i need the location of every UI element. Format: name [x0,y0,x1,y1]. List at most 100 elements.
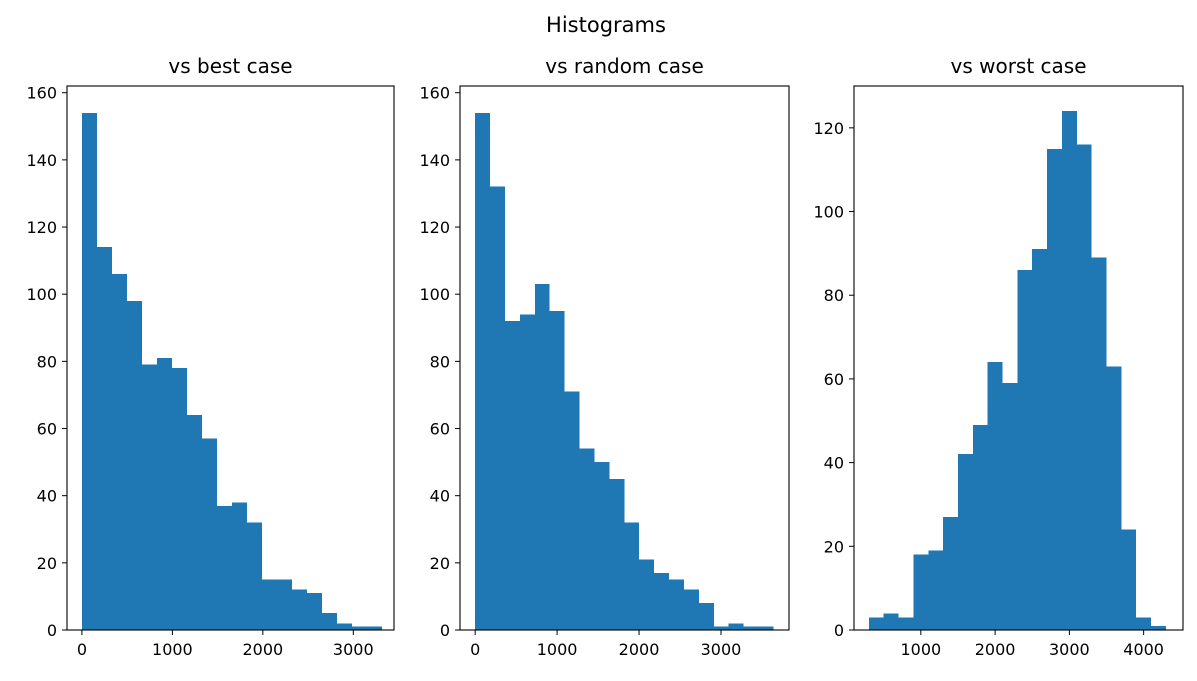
y-tick-label: 20 [824,537,844,556]
axes-frame-worst-case [853,85,1184,631]
histogram-bar [743,626,759,630]
histogram-bar [1106,366,1122,630]
y-tick-label: 60 [37,420,57,439]
x-tick-label: 1000 [537,640,578,659]
histogram-bar [1136,617,1152,630]
y-tick-label: 120 [26,218,57,237]
histogram-bar [277,579,293,630]
histogram-bar [594,462,610,630]
histogram-bar [111,274,127,630]
histogram-bar [683,589,699,630]
histogram-bar [1151,625,1166,630]
x-tick-label: 2000 [619,640,660,659]
histogram-bar [579,448,595,630]
panel-random-case: 0 1000 2000 3000 0 20 40 60 80 100 120 140 160 vs ran… [419,54,790,659]
histogram-bar [337,623,353,630]
y-tick-label: 100 [419,285,450,304]
histogram-bar [549,310,565,630]
panel-best-case: 0 1000 2000 3000 0 20 40 60 80 100 120 140 160 vs bes… [26,54,395,659]
histogram-bar [292,589,308,630]
axes-frame-best-case [66,85,395,631]
y-tick-label: 40 [430,487,450,506]
histogram-bar [957,454,973,630]
histogram-bar [1121,529,1137,630]
histogram-bar [728,623,744,630]
y-tick-label: 0 [47,621,57,640]
histogram-bar [504,321,520,630]
histogram-bar [96,247,112,630]
histogram-bar [262,579,278,630]
histogram-bar [883,613,899,630]
y-tick-label: 20 [430,554,450,573]
x-tick-label: 0 [77,640,87,659]
y-tick-label: 0 [440,621,450,640]
y-tick-label: 60 [430,420,450,439]
histogram-bar [126,300,142,630]
histogram-bar [713,626,729,630]
y-tick-label: 40 [37,487,57,506]
x-tick-label: 1000 [152,640,193,659]
panel-worst-case: 1000 2000 3000 4000 0 20 40 60 80 100 120 vs worst … [813,54,1184,659]
histogram-bar [352,626,368,630]
subplot-title-worst-case: vs worst case [950,54,1086,78]
histogram-bar [1002,383,1018,630]
y-tick-label: 140 [419,151,450,170]
histogram-bar [639,559,655,630]
histogram-bar [519,314,535,630]
histogram-bar [564,391,580,630]
subplot-title-best-case: vs best case [168,54,292,78]
y-tick-label: 80 [824,286,844,305]
histogram-bar [868,617,884,630]
histogram-bar [758,626,774,630]
histogram-bar [534,284,550,630]
histogram-bar [307,593,323,630]
histogram-bar [913,554,929,630]
axes-frame-random-case [459,85,790,631]
histogram-bar [141,364,158,630]
histogram-bar [1032,249,1048,630]
x-tick-label: 2000 [975,640,1016,659]
x-tick-label: 3000 [333,640,374,659]
histogram-bar [698,603,714,630]
y-tick-label: 80 [37,352,57,371]
x-tick-label: 0 [470,640,480,659]
y-tick-label: 20 [37,554,57,573]
histogram-bar [1061,111,1077,631]
y-tick-label: 80 [430,352,450,371]
x-tick-label: 4000 [1123,640,1164,659]
x-tick-label: 2000 [242,640,283,659]
y-tick-label: 40 [824,454,844,473]
histogram-bar [157,358,173,630]
histogram-bar [624,522,640,630]
histogram-bar [217,505,233,630]
histogram-bar [81,112,97,630]
y-tick-label: 100 [26,285,57,304]
histogram-bar [898,617,914,630]
histogram-bar [247,522,263,630]
y-tick-label: 120 [813,119,844,138]
histogram-bar [943,517,958,630]
x-tick-label: 3000 [1049,640,1090,659]
histogram-bar [609,478,625,630]
y-tick-label: 120 [419,218,450,237]
y-tick-label: 140 [26,151,57,170]
histogram-bar [972,424,988,630]
figure-title: Histograms [546,13,666,37]
histogram-bar [928,550,944,630]
histogram-bar [1076,144,1092,631]
histogram-bar [669,579,684,630]
histogram-bar [987,362,1003,630]
y-tick-label: 160 [26,84,57,103]
histogram-bar [202,438,218,630]
x-tick-label: 3000 [701,640,742,659]
histogram-bar [1091,257,1107,630]
subplot-title-random-case: vs random case [545,54,704,78]
histogram-bar [1017,270,1033,630]
histogram-bar [172,368,188,630]
histogram-bar [490,186,505,631]
histogram-bar [187,415,203,630]
y-tick-label: 60 [824,370,844,389]
y-tick-label: 100 [813,203,844,222]
